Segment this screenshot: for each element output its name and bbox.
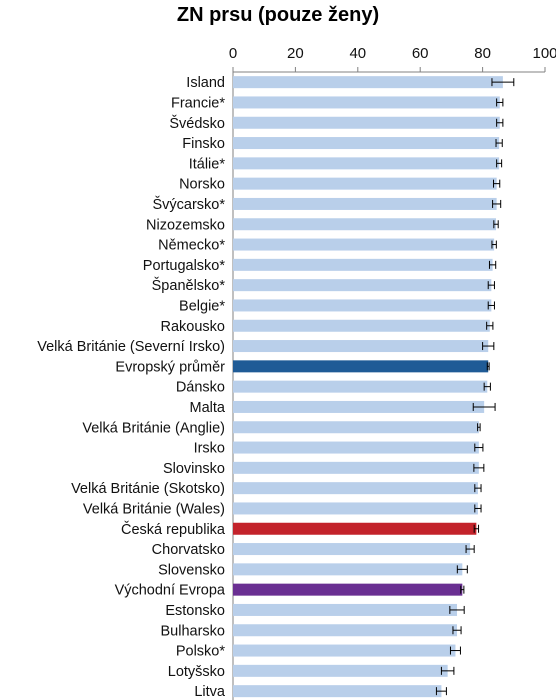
bar xyxy=(233,238,495,251)
x-tick-label: 100 xyxy=(532,45,556,62)
bar xyxy=(233,543,471,556)
bar xyxy=(233,76,503,89)
bar xyxy=(233,258,493,271)
category-label: Dánsko xyxy=(176,380,225,396)
category-label: Velká Británie (Skotsko) xyxy=(71,481,225,497)
category-label: Itálie* xyxy=(189,156,226,172)
x-tick-label: 20 xyxy=(287,45,304,62)
category-label: Velká Británie (Anglie) xyxy=(82,420,225,436)
bar xyxy=(233,137,500,150)
category-label: Evropský průměr xyxy=(115,359,225,375)
x-tick-label: 60 xyxy=(412,45,429,62)
bar xyxy=(233,644,456,657)
category-label: Estonsko xyxy=(165,603,225,619)
category-label: Velká Británie (Severní Irsko) xyxy=(37,339,225,355)
category-label: Česká republika xyxy=(121,521,226,538)
bar xyxy=(233,96,500,109)
category-label: Nizozemsko xyxy=(146,217,225,233)
bar xyxy=(233,340,489,353)
category-label: Portugalsko* xyxy=(143,258,226,274)
bar xyxy=(233,177,497,190)
category-label: Chorvatsko xyxy=(152,542,225,558)
category-label: Slovensko xyxy=(158,562,225,578)
bar xyxy=(233,583,463,596)
bar xyxy=(233,400,485,413)
bar xyxy=(233,279,492,292)
bar xyxy=(233,624,458,637)
category-label: Německo* xyxy=(158,238,225,254)
bar xyxy=(233,522,477,535)
category-label: Lotyšsko xyxy=(168,664,225,680)
bar xyxy=(233,157,500,170)
category-label: Polsko* xyxy=(176,644,226,660)
category-label: Island xyxy=(186,75,225,91)
x-tick-label: 80 xyxy=(474,45,491,62)
category-label: Slovinsko xyxy=(163,461,225,477)
category-label: Irsko xyxy=(194,441,225,457)
bar xyxy=(233,319,490,332)
bar xyxy=(233,360,489,373)
category-label: Bulharsko xyxy=(161,623,225,639)
bar xyxy=(233,502,478,515)
bar xyxy=(233,441,479,454)
category-label: Rakousko xyxy=(161,319,225,335)
bar xyxy=(233,380,488,393)
bar xyxy=(233,197,497,210)
category-label: Belgie* xyxy=(179,298,225,314)
category-label: Norsko xyxy=(179,177,225,193)
category-label: Velká Británie (Wales) xyxy=(83,501,225,517)
category-label: Francie* xyxy=(171,95,225,111)
category-label: Malta xyxy=(190,400,226,416)
bar xyxy=(233,299,492,312)
bar xyxy=(233,421,479,434)
category-label: Švýcarsko* xyxy=(152,196,225,213)
bar xyxy=(233,563,463,576)
category-label: Finsko xyxy=(182,136,225,152)
bar xyxy=(233,482,478,495)
category-label: Švédsko xyxy=(169,115,225,132)
x-tick-label: 40 xyxy=(349,45,366,62)
bar xyxy=(233,116,500,129)
category-label: Litva xyxy=(194,684,226,700)
bar xyxy=(233,218,497,231)
bar xyxy=(233,664,448,677)
bar xyxy=(233,461,479,474)
x-tick-label: 0 xyxy=(229,45,237,62)
category-label: Španělsko* xyxy=(152,277,226,294)
category-label: Východní Evropa xyxy=(115,583,226,599)
chart-title: ZN prsu (pouze ženy) xyxy=(176,4,380,26)
bar xyxy=(233,685,442,698)
bar xyxy=(233,603,458,616)
